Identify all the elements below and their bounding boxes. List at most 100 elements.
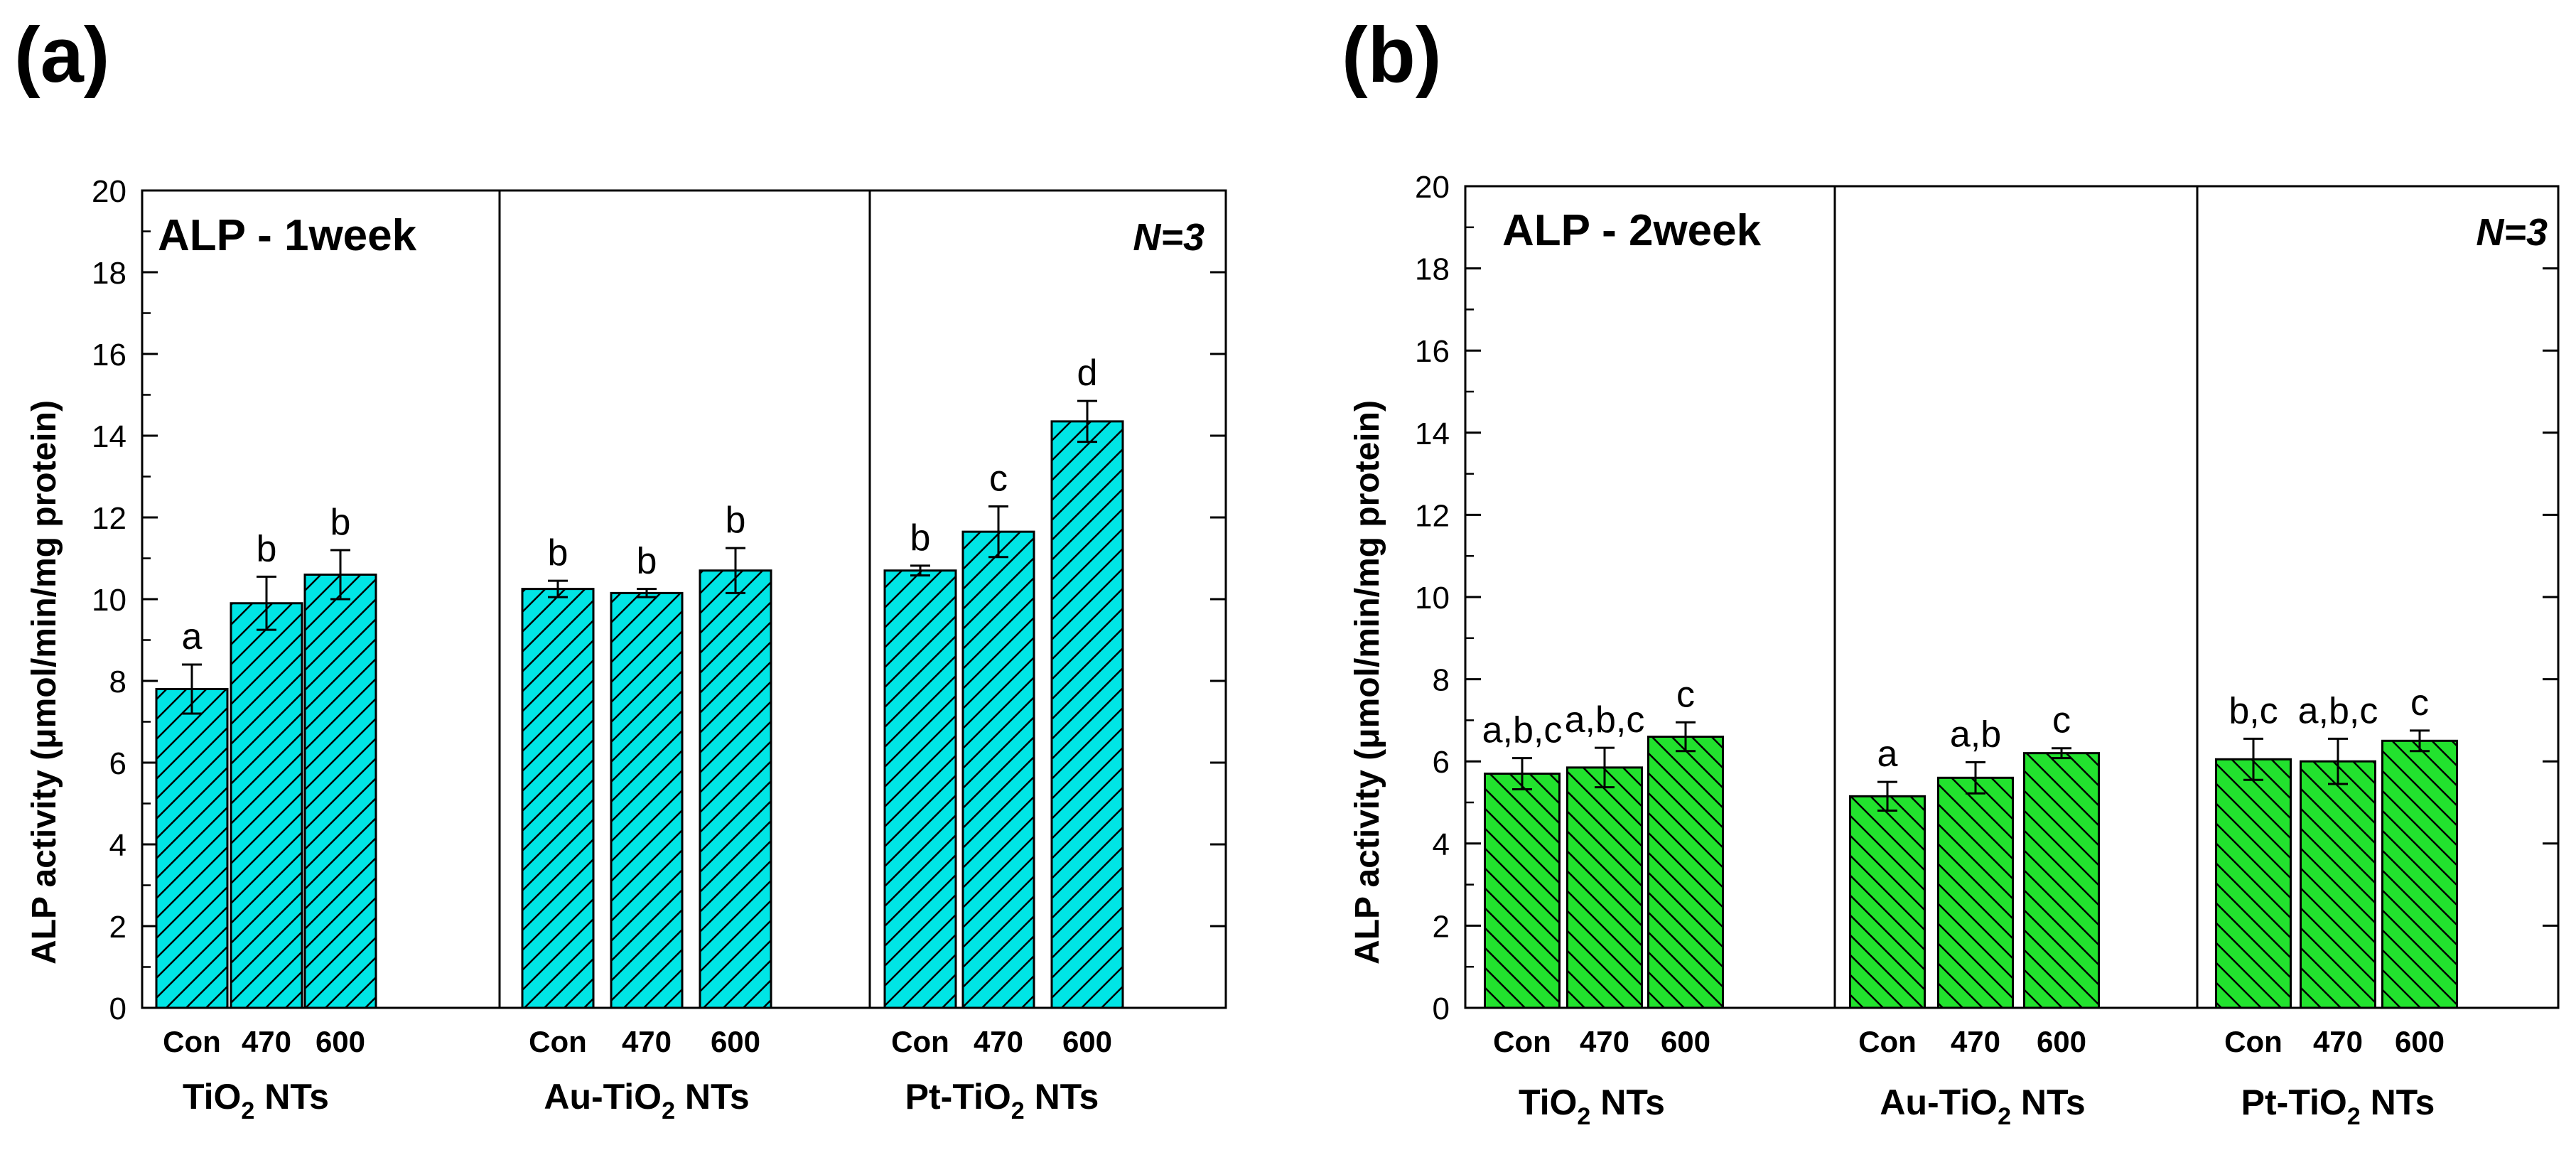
panel-a-title: ALP - 1week [158, 211, 417, 260]
y-tick-label: 2 [109, 910, 126, 945]
bar [610, 591, 684, 1009]
category-label: Con [891, 1025, 949, 1058]
category-label: 470 [2313, 1025, 2363, 1058]
category-label: Con [529, 1025, 587, 1058]
category-label: 470 [622, 1025, 672, 1058]
group-label: TiO2 NTs [1519, 1082, 1665, 1130]
bar [1484, 773, 1561, 1009]
significance-letter: a,b,c [1482, 710, 1563, 751]
panel-b-title: ALP - 2week [1502, 206, 1762, 255]
group-label-rest: NTs [2361, 1082, 2435, 1122]
panel-a-label: (a) [14, 11, 109, 99]
category-label: Con [1858, 1025, 1917, 1058]
panel-a-y-axis-label: ALP activity (μmol/min/mg protein) [26, 400, 63, 964]
category-label: 600 [711, 1025, 760, 1058]
y-tick-label: 4 [109, 828, 126, 863]
category-label: 470 [1580, 1025, 1629, 1058]
y-tick-label: 20 [1415, 170, 1450, 205]
group-label-rest: NTs [1590, 1082, 1665, 1122]
category-label: 600 [316, 1025, 365, 1058]
y-tick-label: 2 [1433, 909, 1450, 944]
category-label: 470 [1951, 1025, 2000, 1058]
group-label-rest: NTs [254, 1077, 329, 1117]
bar [521, 588, 595, 1009]
panel-b: (b) ALP activity (μmol/min/mg protein) 0… [1342, 11, 2560, 1130]
bar [2381, 739, 2458, 1009]
y-tick-label: 16 [1415, 334, 1450, 369]
category-label: 470 [974, 1025, 1023, 1058]
significance-letter: b [548, 532, 568, 574]
y-tick-label: 4 [1433, 827, 1450, 862]
panel-b-label: (b) [1342, 11, 1441, 99]
group-label-subscript: 2 [241, 1097, 254, 1124]
category-label: Con [1493, 1025, 1551, 1058]
significance-letter: a [182, 616, 203, 657]
y-tick-label: 20 [92, 174, 126, 209]
significance-letter: b,c [2229, 690, 2278, 731]
group-label-subscript: 2 [662, 1097, 675, 1124]
group-label-main: Au-TiO [544, 1077, 662, 1117]
y-tick-label: 14 [1415, 417, 1450, 451]
significance-letter: c [2052, 700, 2071, 741]
significance-letter: a,b,c [1565, 699, 1645, 741]
category-label: 600 [2037, 1025, 2086, 1058]
bar [1566, 766, 1643, 1009]
panel-b-y-axis-label: ALP activity (μmol/min/mg protein) [1349, 400, 1386, 964]
significance-letter: a [1877, 733, 1898, 775]
bar [961, 530, 1035, 1009]
y-tick-label: 8 [109, 665, 126, 699]
group-label: Pt-TiO2 NTs [905, 1077, 1099, 1124]
bar [699, 569, 772, 1009]
group-label-rest: NTs [1025, 1077, 1099, 1117]
bar [1050, 420, 1124, 1009]
group-label: TiO2 NTs [183, 1077, 329, 1124]
significance-letter: b [637, 541, 657, 582]
y-tick-label: 12 [92, 501, 126, 536]
significance-letter: b [330, 502, 351, 543]
y-tick-label: 6 [109, 746, 126, 781]
significance-letter: b [910, 517, 931, 559]
bar [2215, 758, 2292, 1009]
group-label: Pt-TiO2 NTs [2241, 1082, 2435, 1130]
y-tick-label: 10 [92, 583, 126, 618]
significance-letter: b [257, 528, 277, 569]
y-tick-label: 10 [1415, 581, 1450, 616]
bar [303, 574, 377, 1009]
bar [2300, 760, 2376, 1009]
panel-a-plot: 0 2 4 6 8 10 12 14 16 18 20 a b b b b b b c d [92, 174, 1227, 1026]
panel-b-n-note: N=3 [2476, 211, 2548, 254]
group-label-rest: NTs [675, 1077, 750, 1117]
group-label-main: TiO [183, 1077, 241, 1117]
y-tick-label: 0 [109, 992, 126, 1026]
significance-letter: c [989, 458, 1008, 499]
group-label-rest: NTs [2011, 1082, 2086, 1122]
group-label-main: Au-TiO [1880, 1082, 1998, 1122]
category-label: 600 [2395, 1025, 2445, 1058]
bar [2023, 752, 2100, 1009]
group-label-main: TiO [1519, 1082, 1577, 1122]
y-tick-label: 18 [92, 256, 126, 291]
category-label: Con [163, 1025, 221, 1058]
significance-letter: b [726, 500, 746, 541]
y-tick-label: 6 [1433, 745, 1450, 780]
category-label: 600 [1062, 1025, 1112, 1058]
group-label-main: Pt-TiO [905, 1077, 1011, 1117]
significance-letter: c [1676, 674, 1695, 715]
bar [155, 688, 229, 1009]
significance-letter: a,b,c [2298, 690, 2378, 731]
panel-a-n-note: N=3 [1133, 216, 1205, 259]
y-tick-label: 0 [1433, 992, 1450, 1026]
y-tick-label: 16 [92, 338, 126, 372]
bar [1937, 776, 2014, 1009]
y-tick-label: 14 [92, 419, 126, 454]
bar [1849, 795, 1926, 1009]
bar [883, 569, 957, 1009]
group-label-subscript: 2 [1011, 1097, 1025, 1124]
y-tick-label: 12 [1415, 498, 1450, 533]
significance-letter: d [1077, 353, 1098, 394]
category-label: Con [2224, 1025, 2283, 1058]
panel-a: (a) ALP activity (μmol/min/mg protein) 0… [14, 11, 1227, 1124]
